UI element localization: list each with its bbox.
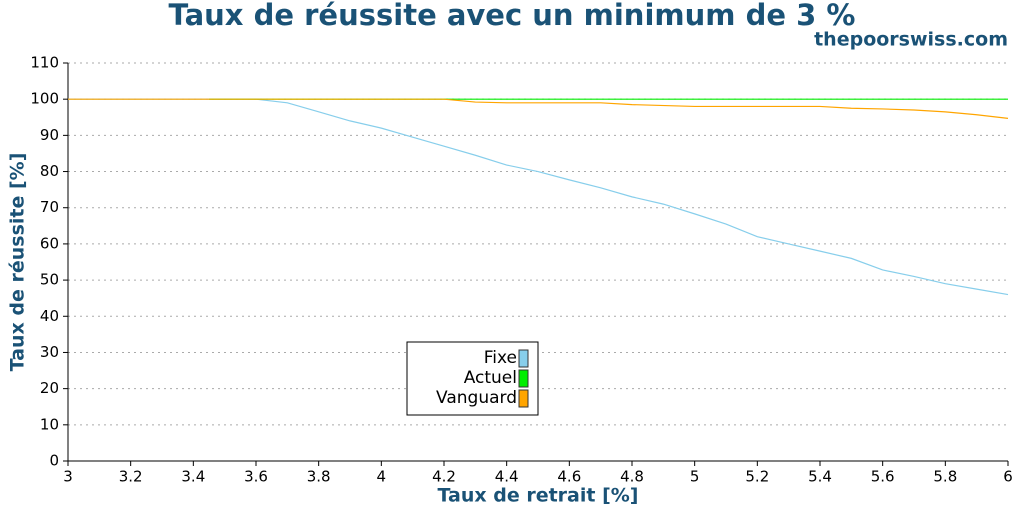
legend-label: Actuel — [464, 368, 517, 388]
x-tick-label: 3.2 — [119, 468, 143, 486]
legend-box — [406, 341, 539, 416]
x-tick-label: 5.4 — [808, 468, 832, 486]
legend-swatch — [518, 349, 529, 368]
series-line — [68, 98, 1009, 296]
x-tick-label: 4.2 — [432, 468, 456, 486]
y-tick-label: 90 — [40, 126, 59, 144]
x-tick-label: 4.8 — [620, 468, 644, 486]
series-line — [68, 98, 1009, 119]
x-tick-label: 4.4 — [495, 468, 519, 486]
x-tick-label: 3.6 — [244, 468, 268, 486]
y-tick-label: 60 — [40, 234, 59, 252]
x-tick-label: 4.6 — [557, 468, 581, 486]
y-tick-label: 80 — [40, 162, 59, 180]
x-tick-label: 5.6 — [871, 468, 895, 486]
legend-swatch — [518, 369, 529, 388]
legend-label: Fixe — [484, 348, 517, 368]
y-axis-label: Taux de réussite [%] — [7, 153, 29, 372]
legend-swatch — [518, 389, 529, 408]
legend-label: Vanguard — [436, 388, 517, 408]
x-axis-label: Taux de retrait [%] — [438, 485, 639, 507]
y-tick-label: 50 — [40, 271, 59, 289]
y-tick-label: 0 — [49, 452, 59, 470]
x-tick-label: 5.2 — [745, 468, 769, 486]
y-tick-label: 70 — [40, 198, 59, 216]
chart-subtitle: thepoorswiss.com — [814, 29, 1008, 51]
x-tick-label: 6 — [1003, 468, 1013, 486]
y-tick-label: 110 — [30, 54, 59, 72]
y-tick-label: 30 — [40, 343, 59, 361]
x-tick-label: 3.8 — [307, 468, 331, 486]
y-tick-label: 100 — [30, 90, 59, 108]
x-tick-label: 3 — [63, 468, 73, 486]
x-tick-label: 3.4 — [181, 468, 205, 486]
y-tick-label: 20 — [40, 379, 59, 397]
y-tick-label: 10 — [40, 415, 59, 433]
chart-title: Taux de réussite avec un minimum de 3 % — [169, 0, 856, 32]
x-tick-label: 5.8 — [933, 468, 957, 486]
x-tick-label: 5 — [690, 468, 700, 486]
y-tick-label: 40 — [40, 307, 59, 325]
x-tick-label: 4 — [377, 468, 387, 486]
